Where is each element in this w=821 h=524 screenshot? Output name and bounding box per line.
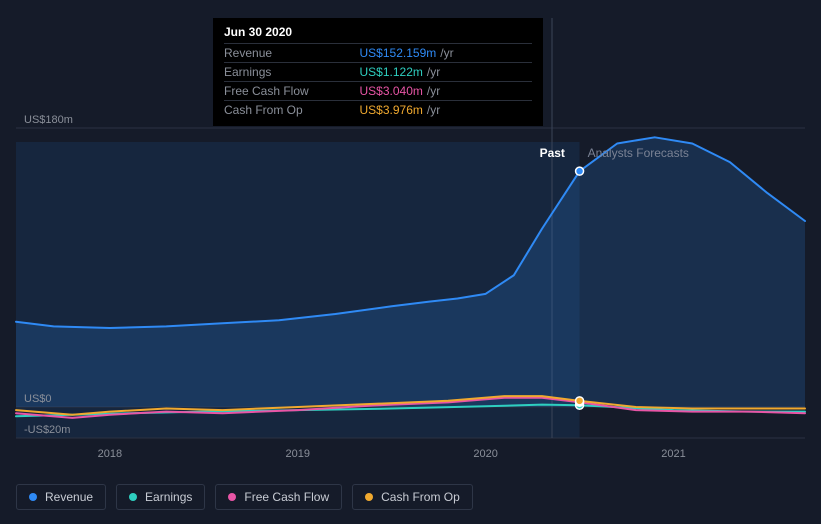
legend-item-label: Free Cash Flow xyxy=(244,490,329,504)
chart-legend: Revenue Earnings Free Cash Flow Cash From O… xyxy=(16,484,473,510)
tooltip-table: RevenueUS$152.159m/yrEarningsUS$1.122m/y… xyxy=(224,43,532,119)
tooltip-row-suffix: /yr xyxy=(423,65,440,79)
section-label-forecast: Analysts Forecasts xyxy=(588,146,689,160)
tooltip-row: Free Cash FlowUS$3.040m/yr xyxy=(224,82,532,101)
chart-tooltip: Jun 30 2020 RevenueUS$152.159m/yrEarning… xyxy=(213,18,543,126)
x-axis-tick: 2020 xyxy=(473,448,497,460)
tooltip-row: EarningsUS$1.122m/yr xyxy=(224,63,532,82)
legend-dot-icon xyxy=(29,493,37,501)
tooltip-row-suffix: /yr xyxy=(423,84,440,98)
tooltip-row-label: Cash From Op xyxy=(224,101,360,120)
legend-item-earnings[interactable]: Earnings xyxy=(116,484,205,510)
financial-chart: Past Analysts Forecasts Jun 30 2020 Reve… xyxy=(0,0,821,524)
tooltip-row-value: US$152.159m/yr xyxy=(360,44,532,63)
tooltip-row-suffix: /yr xyxy=(423,103,440,117)
y-axis-tick: -US$20m xyxy=(24,424,70,436)
tooltip-row: RevenueUS$152.159m/yr xyxy=(224,44,532,63)
legend-item-label: Earnings xyxy=(145,490,192,504)
x-axis-tick: 2018 xyxy=(98,448,122,460)
legend-item-revenue[interactable]: Revenue xyxy=(16,484,106,510)
legend-dot-icon xyxy=(365,493,373,501)
tooltip-row-label: Earnings xyxy=(224,63,360,82)
section-label-past: Past xyxy=(540,146,565,160)
tooltip-row-suffix: /yr xyxy=(436,46,453,60)
legend-item-free-cash-flow[interactable]: Free Cash Flow xyxy=(215,484,342,510)
legend-item-label: Revenue xyxy=(45,490,93,504)
tooltip-row-value: US$3.976m/yr xyxy=(360,101,532,120)
tooltip-row-label: Free Cash Flow xyxy=(224,82,360,101)
legend-item-label: Cash From Op xyxy=(381,490,460,504)
tooltip-row-label: Revenue xyxy=(224,44,360,63)
x-axis-tick: 2021 xyxy=(661,448,685,460)
legend-dot-icon xyxy=(129,493,137,501)
y-axis-tick: US$0 xyxy=(24,393,52,405)
tooltip-row-value: US$1.122m/yr xyxy=(360,63,532,82)
y-axis-tick: US$180m xyxy=(24,114,73,126)
legend-dot-icon xyxy=(228,493,236,501)
x-axis-tick: 2019 xyxy=(286,448,310,460)
legend-item-cash-from-op[interactable]: Cash From Op xyxy=(352,484,473,510)
tooltip-row-value: US$3.040m/yr xyxy=(360,82,532,101)
tooltip-date: Jun 30 2020 xyxy=(224,25,532,43)
tooltip-row: Cash From OpUS$3.976m/yr xyxy=(224,101,532,120)
